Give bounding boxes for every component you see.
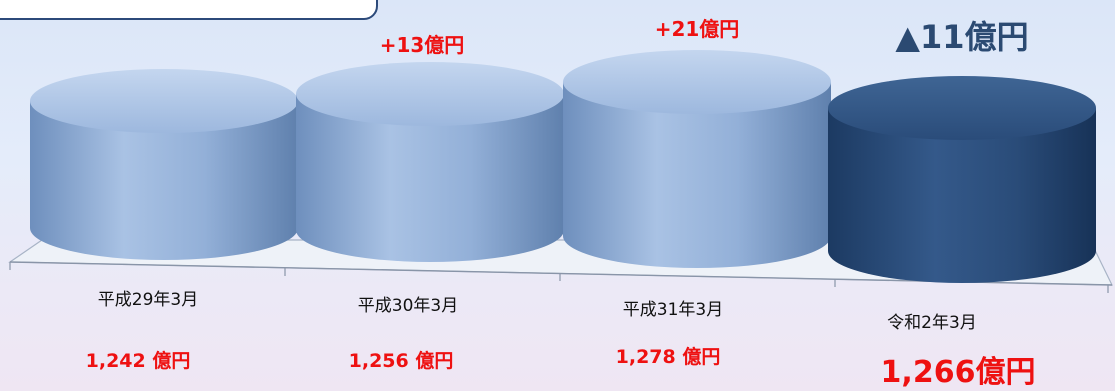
bar-2-top — [563, 50, 831, 114]
baseline-ticks — [9, 262, 1109, 293]
bar-3 — [828, 76, 1096, 283]
change-label-3: ▲11億円 — [895, 18, 1028, 56]
bar-2-body — [563, 82, 831, 268]
bar-1-top — [296, 62, 564, 126]
category-label-2: 平成31年3月 — [623, 300, 723, 320]
change-label-2: +21億円 — [655, 17, 740, 41]
category-label-0: 平成29年3月 — [98, 290, 198, 310]
category-label-3: 令和2年3月 — [887, 313, 977, 333]
title-box-partial — [0, 0, 378, 20]
category-label-1: 平成30年3月 — [358, 296, 458, 316]
value-label-3: 1,266億円 — [881, 355, 1036, 390]
value-label-0: 1,242 億円 — [86, 349, 191, 372]
bar-2 — [563, 50, 831, 268]
bar-0-top — [30, 69, 298, 133]
bar-0-body — [30, 101, 298, 260]
bar-3-top — [828, 76, 1096, 140]
bar-1 — [296, 62, 564, 262]
bar-0 — [30, 69, 298, 260]
value-label-1: 1,256 億円 — [349, 349, 454, 372]
bar-1-body — [296, 94, 564, 262]
change-label-1: +13億円 — [380, 33, 465, 57]
bar-3-body — [828, 108, 1096, 283]
value-label-2: 1,278 億円 — [616, 345, 721, 368]
